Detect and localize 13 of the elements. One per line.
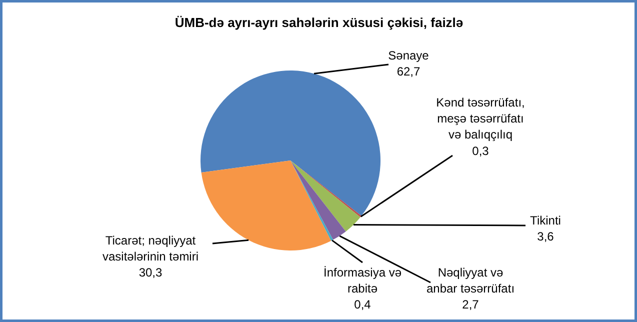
data-label: 30,3: [138, 266, 163, 280]
slice-label: Ticarət; nəqliyyat vasitələrinin təmiri: [102, 234, 199, 264]
slice-label: Tikinti: [530, 214, 561, 228]
slice-label: Kənd təsərrüfatı, meşə təsərrüfatı və balıqçılıq: [436, 96, 525, 142]
slice-label: İnformasiya və rabitə: [323, 266, 402, 296]
data-label: 3,6: [537, 230, 554, 244]
slice-label: Nəqliyyat və anbar təsərrüfatı: [426, 266, 515, 296]
data-label: 0,3: [472, 144, 490, 158]
chart-title: ÜMB-də ayrı-ayrı sahələrin xüsusi çəkisi, faizlə: [174, 15, 464, 30]
slice-label: Sənaye: [388, 48, 430, 62]
data-label: 2,7: [462, 298, 480, 312]
data-label: 0,4: [354, 298, 372, 312]
data-label: 62,7: [396, 64, 421, 79]
